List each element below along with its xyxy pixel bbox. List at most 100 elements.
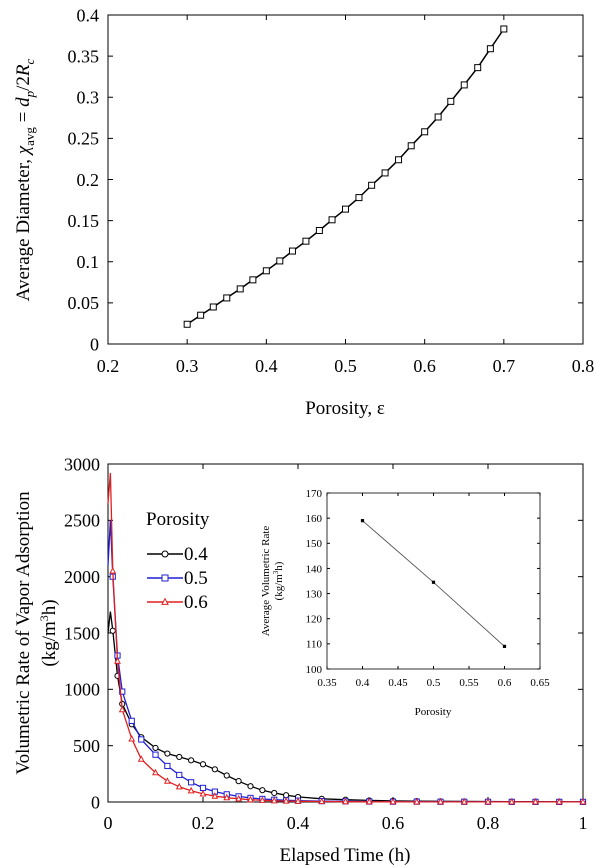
legend-label: 0.5 <box>184 568 208 589</box>
top-y-tick-label: 0.15 <box>68 211 100 231</box>
bottom-x-tick-label: 0 <box>104 813 113 833</box>
data-point-0.4 <box>177 754 182 759</box>
data-point-0.5 <box>129 718 134 723</box>
top-data-point <box>475 65 481 71</box>
inset-x-tick-label: 0.35 <box>317 677 337 689</box>
data-point-0.6 <box>189 788 194 793</box>
top-data-point <box>198 312 204 318</box>
data-point-0.6 <box>110 568 115 573</box>
data-point-0.5 <box>139 737 144 742</box>
top-data-point <box>356 195 362 201</box>
inset-x-tick-label: 0.4 <box>356 677 370 689</box>
data-point-0.6 <box>200 791 205 796</box>
bottom-x-tick-label: 0.2 <box>192 813 215 833</box>
top-x-tick-label: 0.2 <box>97 356 120 376</box>
top-y-tick-label: 0.1 <box>77 252 100 272</box>
top-data-point <box>210 304 216 310</box>
data-point-0.4 <box>189 758 194 763</box>
data-point-0.5 <box>177 772 182 777</box>
top-data-point <box>422 129 428 135</box>
bottom-y-tick-label: 1500 <box>64 623 100 643</box>
inset-chart: 0.35 0.4 0.45 0.5 0.55 0.6 0.65 100 110 120 130 14… <box>260 488 550 718</box>
bottom-y-axis-label-line2: (kg/m3h) <box>37 599 60 666</box>
inset-y-tick-label: 160 <box>306 513 323 525</box>
top-data-point <box>448 98 454 104</box>
top-x-tick-label: 0.7 <box>493 356 516 376</box>
top-plot-frame <box>108 15 583 344</box>
top-y-tick-label: 0 <box>90 334 99 354</box>
diameter-vs-porosity-chart: 0.2 0.3 0.4 0.5 0.6 0.7 0.8 00.050.10.150.20.2… <box>13 5 594 419</box>
bottom-y-tick-label: 2000 <box>64 567 100 587</box>
top-data-point <box>303 238 309 244</box>
data-point-0.4 <box>248 784 253 789</box>
inset-y-tick-label: 130 <box>306 588 323 600</box>
top-data-point <box>184 321 190 327</box>
inset-data-point <box>432 581 435 584</box>
inset-y-axis-label-line1: Average Volumetric Rate <box>260 526 272 637</box>
top-data-point <box>263 268 269 274</box>
inset-y-tick-label: 120 <box>306 614 323 626</box>
bottom-x-tick-label: 1 <box>579 813 588 833</box>
top-series-line <box>187 29 504 324</box>
top-data-point <box>382 170 388 176</box>
bottom-y-tick-label: 1000 <box>64 680 100 700</box>
data-point-0.4 <box>260 788 265 793</box>
legend-label: 0.6 <box>184 592 208 613</box>
bottom-y-tick-label: 0 <box>91 792 100 812</box>
top-data-point <box>435 114 441 120</box>
top-y-tick-label: 0.35 <box>68 46 100 66</box>
data-point-0.4 <box>212 767 217 772</box>
data-point-0.6 <box>177 784 182 789</box>
top-data-point <box>369 182 375 188</box>
legend-item-0.6: 0.6 <box>147 592 208 613</box>
data-point-0.5 <box>200 785 205 790</box>
bottom-y-tick-label: 500 <box>73 736 100 756</box>
legend-marker <box>162 575 168 581</box>
top-y-tick-label: 0.05 <box>68 293 100 313</box>
legend-items: 0.4 0.5 0.6 <box>147 544 208 613</box>
top-data-point <box>408 143 414 149</box>
inset-x-tick-label: 0.5 <box>427 677 441 689</box>
top-x-tick-label: 0.3 <box>176 356 199 376</box>
bottom-y-axis-label-line1: Volumetric Rate of Vapor Adsorption <box>13 491 34 775</box>
inset-x-axis-label: Porosity <box>415 706 452 718</box>
top-data-point <box>250 277 256 283</box>
data-point-0.4 <box>153 745 158 750</box>
data-point-0.4 <box>284 793 289 798</box>
inset-y-tick-label: 150 <box>306 538 323 550</box>
bottom-x-axis-label: Elapsed Time (h) <box>280 845 411 866</box>
data-point-0.4 <box>272 790 277 795</box>
top-x-axis-label: Porosity, ε <box>305 398 385 419</box>
top-y-tick-label: 0.3 <box>77 88 100 108</box>
top-series-markers <box>184 26 507 327</box>
legend-marker <box>162 551 168 557</box>
data-point-0.6 <box>165 778 170 783</box>
inset-data-point <box>503 645 506 648</box>
inset-x-tick-label: 0.55 <box>459 677 479 689</box>
data-point-0.4 <box>236 779 241 784</box>
legend-title: Porosity <box>146 509 210 530</box>
data-point-0.6 <box>139 756 144 761</box>
legend-label: 0.4 <box>184 544 208 565</box>
bottom-x-tick-label: 0.6 <box>382 813 405 833</box>
top-data-point <box>329 217 335 223</box>
data-point-0.4 <box>110 628 115 633</box>
bottom-x-tick-label: 0.8 <box>477 813 500 833</box>
legend-item-0.4: 0.4 <box>147 544 208 565</box>
top-y-ticks: 0 0.05 0.1 0.15 0.2 0.25 0.3 0.35 0.4 <box>68 5 584 354</box>
top-x-tick-label: 0.5 <box>334 356 357 376</box>
top-data-point <box>396 157 402 163</box>
data-point-0.6 <box>129 736 134 741</box>
top-x-tick-label: 0.4 <box>255 356 278 376</box>
top-y-axis-label: Average Diameter, χavg = dp/2Rc <box>13 58 37 301</box>
top-x-ticks: 0.2 0.3 0.4 0.5 0.6 0.7 0.8 <box>97 15 595 376</box>
inset-x-tick-label: 0.45 <box>388 677 408 689</box>
top-data-point <box>343 206 349 212</box>
top-data-point <box>289 248 295 254</box>
top-data-point <box>224 295 230 301</box>
bottom-x-tick-label: 0.4 <box>287 813 310 833</box>
top-data-point <box>277 258 283 264</box>
data-point-0.4 <box>200 762 205 767</box>
inset-x-tick-label: 0.65 <box>530 677 550 689</box>
top-y-tick-label: 0.25 <box>68 129 100 149</box>
